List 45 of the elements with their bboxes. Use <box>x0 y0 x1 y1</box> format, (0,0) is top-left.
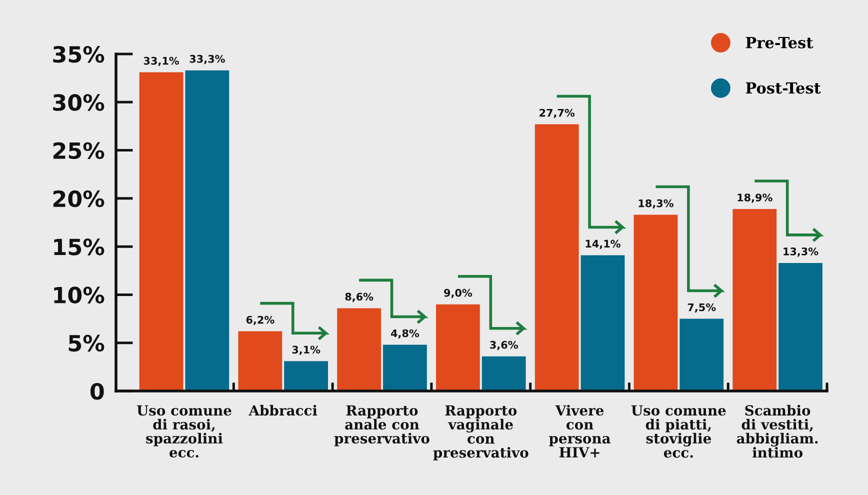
y-tick-label: 10% <box>54 286 104 304</box>
x-tick-label: Uso comune di piatti, stoviglie ecc. <box>631 405 726 458</box>
y-tick-label: 30% <box>53 94 104 111</box>
bar <box>139 72 184 391</box>
y-tick-label: 5% <box>68 334 104 352</box>
bar <box>482 356 526 391</box>
x-tick-label: Rapporto anale con preservativo <box>334 405 430 446</box>
data-label: 9,0% <box>444 288 472 298</box>
data-label: 4,8% <box>390 329 420 339</box>
bar <box>634 214 678 391</box>
bar <box>238 331 282 391</box>
y-tick-label: 20% <box>53 190 104 208</box>
x-tick-label: Scambio di vestiti, abbigliam. intimo <box>736 404 818 458</box>
data-label: 33,3% <box>190 54 225 64</box>
legend-label: Post-Test <box>746 82 821 94</box>
bar <box>778 262 822 391</box>
bar <box>185 70 230 391</box>
data-label: 3,6% <box>490 340 518 350</box>
bar <box>680 318 724 391</box>
x-tick-label: Rapporto vaginale con preservativo <box>433 405 528 460</box>
bar <box>284 361 328 391</box>
bar <box>580 255 625 391</box>
data-label: 14,1% <box>586 240 620 249</box>
x-tick-label: Vivere con persona HIV+ <box>549 404 610 458</box>
data-label: 33,1% <box>144 56 180 66</box>
bar <box>732 209 777 391</box>
data-label: 7,5% <box>688 303 716 313</box>
data-label: 13,3% <box>784 247 818 257</box>
data-label: 3,1% <box>292 346 320 355</box>
data-label: 27,7% <box>540 108 575 118</box>
x-tick-label: Uso comune di rasoi, spazzolini ecc. <box>136 405 232 458</box>
y-tick-label: 25% <box>53 142 104 160</box>
data-label: 18,3% <box>638 199 674 209</box>
data-label: 6,2% <box>246 316 274 326</box>
bar <box>534 124 579 391</box>
data-label: 18,9% <box>738 194 772 203</box>
bar <box>382 344 427 391</box>
y-tick-label: 15% <box>54 238 104 256</box>
y-tick-label: 0 <box>90 382 104 400</box>
legend-label: Pre-Test <box>746 36 814 48</box>
bar <box>436 304 480 391</box>
bar <box>337 308 382 391</box>
y-tick-label: 35% <box>53 46 104 63</box>
x-tick-label: Abbracci <box>248 404 318 416</box>
data-label: 8,6% <box>345 292 374 302</box>
